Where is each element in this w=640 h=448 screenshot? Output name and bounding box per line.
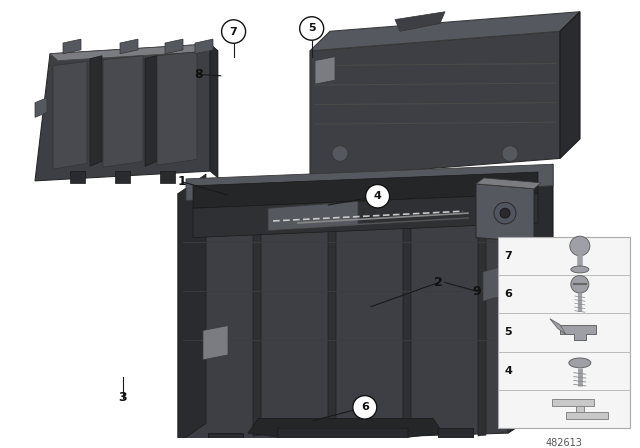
- Polygon shape: [35, 98, 47, 117]
- Circle shape: [502, 146, 518, 161]
- Circle shape: [571, 276, 589, 293]
- Polygon shape: [35, 44, 210, 181]
- Polygon shape: [268, 202, 358, 231]
- Text: 9: 9: [472, 285, 481, 298]
- Polygon shape: [278, 428, 408, 443]
- Text: 2: 2: [434, 276, 443, 289]
- Polygon shape: [476, 178, 541, 189]
- Text: 8: 8: [194, 68, 203, 81]
- Polygon shape: [195, 39, 213, 54]
- Polygon shape: [208, 433, 243, 448]
- Polygon shape: [478, 188, 486, 436]
- Polygon shape: [157, 52, 197, 165]
- Text: 4: 4: [374, 191, 381, 201]
- Circle shape: [300, 17, 324, 40]
- Polygon shape: [193, 194, 538, 237]
- Polygon shape: [203, 326, 228, 360]
- Polygon shape: [53, 61, 87, 169]
- Polygon shape: [210, 44, 218, 178]
- Polygon shape: [165, 39, 183, 54]
- Polygon shape: [552, 399, 608, 419]
- Circle shape: [365, 185, 390, 208]
- Polygon shape: [50, 44, 218, 60]
- Polygon shape: [328, 188, 336, 436]
- Polygon shape: [115, 171, 130, 183]
- Polygon shape: [103, 56, 143, 167]
- Polygon shape: [310, 12, 580, 51]
- Text: 482613: 482613: [545, 438, 582, 448]
- Text: 1: 1: [178, 175, 187, 188]
- Circle shape: [570, 236, 590, 256]
- Circle shape: [353, 396, 377, 419]
- Polygon shape: [90, 56, 102, 166]
- Circle shape: [494, 202, 516, 224]
- Text: 4: 4: [504, 366, 512, 376]
- Polygon shape: [438, 428, 473, 448]
- Text: 7: 7: [504, 251, 512, 261]
- Polygon shape: [178, 174, 206, 443]
- Circle shape: [221, 20, 246, 43]
- Circle shape: [332, 146, 348, 161]
- Polygon shape: [193, 172, 538, 208]
- Polygon shape: [70, 171, 85, 183]
- Polygon shape: [310, 31, 560, 178]
- Polygon shape: [178, 184, 508, 443]
- Polygon shape: [508, 164, 553, 433]
- Ellipse shape: [571, 266, 589, 273]
- Polygon shape: [560, 325, 596, 340]
- Text: 5: 5: [308, 23, 316, 34]
- Polygon shape: [395, 12, 445, 31]
- Polygon shape: [403, 188, 411, 436]
- Text: 7: 7: [230, 26, 237, 37]
- Polygon shape: [253, 188, 261, 436]
- Polygon shape: [186, 164, 553, 200]
- Text: 3: 3: [118, 391, 127, 404]
- Polygon shape: [315, 57, 335, 84]
- Text: 6: 6: [504, 289, 512, 299]
- Polygon shape: [120, 39, 138, 54]
- Polygon shape: [476, 184, 534, 242]
- Bar: [498, 237, 630, 428]
- Polygon shape: [550, 319, 566, 334]
- Text: 5: 5: [504, 327, 512, 337]
- Text: 6: 6: [361, 402, 369, 412]
- Polygon shape: [560, 12, 580, 159]
- Polygon shape: [483, 262, 518, 301]
- Ellipse shape: [569, 358, 591, 368]
- Polygon shape: [145, 56, 157, 166]
- Circle shape: [500, 208, 510, 218]
- Polygon shape: [248, 418, 443, 441]
- Polygon shape: [160, 171, 175, 183]
- Polygon shape: [63, 39, 81, 54]
